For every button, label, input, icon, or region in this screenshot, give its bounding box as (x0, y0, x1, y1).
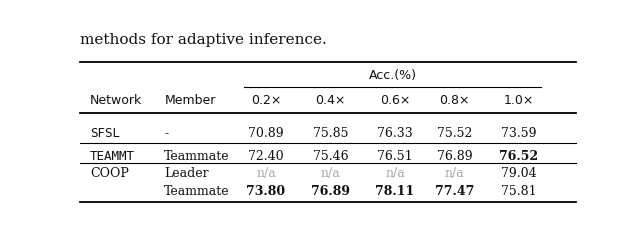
Text: 78.11: 78.11 (375, 184, 415, 197)
Text: Leader: Leader (164, 166, 209, 180)
Text: 0.6×: 0.6× (380, 93, 410, 106)
Text: 1.0×: 1.0× (504, 93, 534, 106)
Text: 70.89: 70.89 (248, 127, 284, 140)
Text: Network: Network (90, 93, 142, 106)
Text: -: - (164, 127, 168, 140)
Text: Acc.(%): Acc.(%) (369, 69, 417, 82)
Text: Member: Member (164, 93, 216, 106)
Text: 73.80: 73.80 (246, 184, 285, 197)
Text: 75.81: 75.81 (501, 184, 537, 197)
Text: n/a: n/a (445, 166, 465, 180)
Text: 72.40: 72.40 (248, 150, 284, 163)
Text: 73.59: 73.59 (501, 127, 537, 140)
Text: 76.51: 76.51 (377, 150, 413, 163)
Text: 75.52: 75.52 (436, 127, 472, 140)
Text: 76.33: 76.33 (377, 127, 413, 140)
Text: 75.46: 75.46 (313, 150, 348, 163)
Text: 76.89: 76.89 (436, 150, 472, 163)
Text: 0.2×: 0.2× (251, 93, 281, 106)
Text: 76.52: 76.52 (499, 150, 538, 163)
Text: TEAMMT: TEAMMT (90, 150, 135, 163)
Text: SFSL: SFSL (90, 127, 120, 140)
Text: n/a: n/a (385, 166, 405, 180)
Text: COOP: COOP (90, 166, 129, 180)
Text: methods for adaptive inference.: methods for adaptive inference. (80, 33, 327, 47)
Text: n/a: n/a (256, 166, 276, 180)
Text: Teammate: Teammate (164, 150, 230, 163)
Text: 75.85: 75.85 (313, 127, 348, 140)
Text: 77.47: 77.47 (435, 184, 474, 197)
Text: n/a: n/a (321, 166, 340, 180)
Text: 0.4×: 0.4× (316, 93, 346, 106)
Text: 79.04: 79.04 (501, 166, 537, 180)
Text: 76.89: 76.89 (311, 184, 350, 197)
Text: 0.8×: 0.8× (439, 93, 470, 106)
Text: Teammate: Teammate (164, 184, 230, 197)
